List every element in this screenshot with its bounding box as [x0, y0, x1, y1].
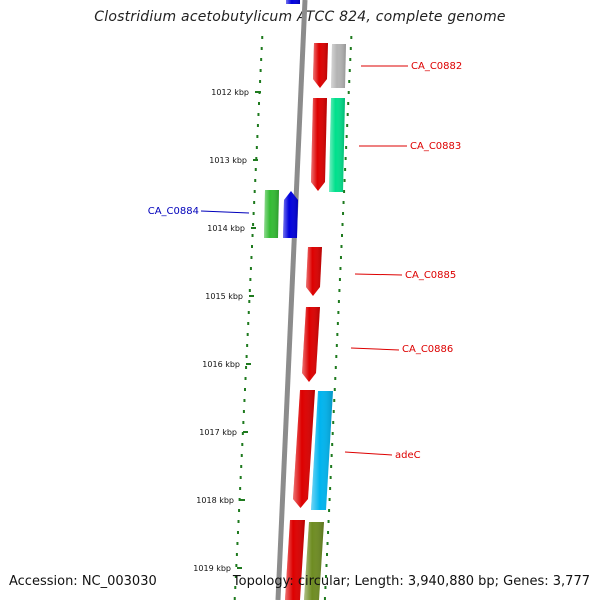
tick-label: 1019 kbp — [193, 564, 231, 573]
gene-feature — [293, 390, 315, 508]
gene-label: adeC — [395, 450, 421, 461]
gene-label: CA_C0886 — [402, 344, 453, 355]
label-leader-line — [354, 273, 403, 276]
label-leader-line — [200, 210, 250, 214]
gene-label: CA_C0883 — [410, 141, 461, 152]
tick-label: 1014 kbp — [207, 224, 245, 233]
label-leader-line — [350, 347, 400, 351]
gene-feature — [331, 44, 346, 88]
tick-label: 1017 kbp — [199, 428, 237, 437]
gene-label: CA_C0885 — [405, 270, 456, 281]
gene-feature — [306, 247, 322, 296]
tick-label: 1015 kbp — [205, 292, 243, 301]
gene-features — [264, 0, 346, 600]
gene-labels: CA_C0882 CA_C0883 CA_C0884 CA_C0885 CA_C0886… — [148, 61, 463, 461]
genome-backbone — [275, 0, 308, 600]
gene-feature — [264, 190, 279, 238]
label-leader-line — [344, 451, 393, 456]
gene-feature — [329, 98, 345, 192]
gene-feature — [283, 191, 298, 238]
accession-label: Accession: NC_003030 — [9, 574, 157, 589]
gene-label: CA_C0884 — [148, 206, 199, 217]
tick-label: 1018 kbp — [196, 496, 234, 505]
gene-feature — [286, 0, 300, 4]
gene-label: CA_C0882 — [411, 61, 462, 72]
gene-feature — [285, 520, 305, 600]
genome-summary: Topology: circular; Length: 3,940,880 bp… — [232, 574, 590, 589]
tick-label: 1013 kbp — [209, 156, 247, 165]
tick-label: 1012 kbp — [211, 88, 249, 97]
genome-title: Clostridium acetobutylicum ATCC 824, com… — [94, 9, 506, 25]
gene-feature — [304, 522, 324, 600]
gene-feature — [313, 43, 328, 88]
gene-feature — [311, 98, 327, 191]
tick-marks: 1012 kbp 1013 kbp 1014 kbp 1015 kbp 1016 kbp… — [193, 88, 261, 573]
gene-feature — [311, 391, 333, 510]
gene-feature — [302, 307, 320, 382]
tick-label: 1016 kbp — [202, 360, 240, 369]
